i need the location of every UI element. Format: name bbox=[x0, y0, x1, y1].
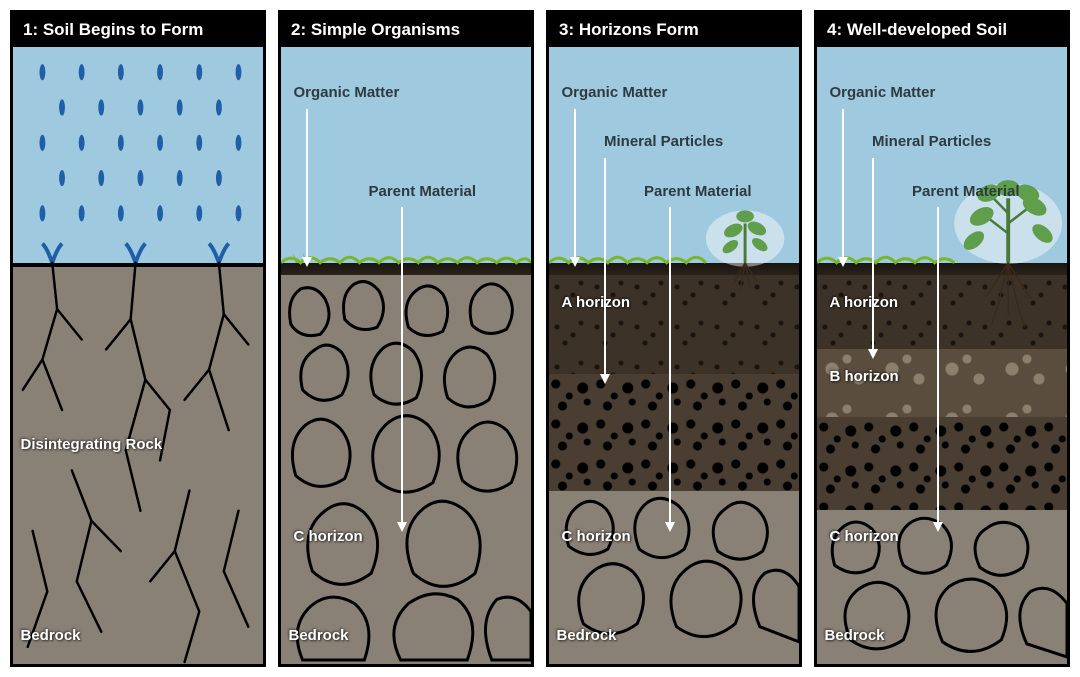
panel-3: 3: Horizons Form bbox=[546, 10, 802, 667]
arrow-4b bbox=[872, 158, 874, 355]
label-c-horizon-2: C horizon bbox=[294, 528, 363, 545]
label-bedrock-2: Bedrock bbox=[289, 627, 349, 644]
panel-4-a bbox=[817, 275, 1067, 349]
arrow-2a-head bbox=[302, 257, 312, 267]
panel-4-body: Organic Matter Mineral Particles Parent … bbox=[817, 47, 1067, 664]
panel-4-particles bbox=[817, 417, 1067, 510]
label-organic-matter-4: Organic Matter bbox=[830, 84, 936, 101]
arrow-4c bbox=[937, 207, 939, 528]
panel-1-surface bbox=[13, 263, 263, 267]
diagram-container: 1: Soil Begins to Form bbox=[10, 10, 1070, 667]
arrow-4b-head bbox=[868, 349, 878, 359]
arrow-3c-head bbox=[665, 522, 675, 532]
label-c-horizon-4: C horizon bbox=[830, 528, 899, 545]
panel-2-body: Organic Matter Parent Material C horizon… bbox=[281, 47, 531, 664]
panel-2-weathered bbox=[281, 275, 531, 664]
panel-1-body: Disintegrating Rock Bedrock bbox=[13, 47, 263, 664]
label-mineral-particles-3: Mineral Particles bbox=[604, 133, 723, 150]
panel-2-sky bbox=[281, 47, 531, 263]
panel-3-title: 3: Horizons Form bbox=[549, 13, 799, 47]
label-a-horizon-4: A horizon bbox=[830, 294, 899, 311]
panel-3-organic bbox=[549, 263, 799, 275]
panel-3-sky bbox=[549, 47, 799, 263]
arrow-3b bbox=[604, 158, 606, 380]
label-a-horizon-3: A horizon bbox=[562, 294, 631, 311]
arrow-3c bbox=[669, 207, 671, 528]
label-parent-material-4: Parent Material bbox=[912, 183, 1020, 200]
arrow-4a bbox=[842, 109, 844, 263]
arrow-3b-head bbox=[600, 374, 610, 384]
panel-1-title: 1: Soil Begins to Form bbox=[13, 13, 263, 47]
panel-2-organic bbox=[281, 263, 531, 275]
label-organic-matter-2: Organic Matter bbox=[294, 84, 400, 101]
label-bedrock-4: Bedrock bbox=[825, 627, 885, 644]
panel-4-sky bbox=[817, 47, 1067, 263]
arrow-4a-head bbox=[838, 257, 848, 267]
panel-3-body: Organic Matter Mineral Particles Parent … bbox=[549, 47, 799, 664]
panel-1: 1: Soil Begins to Form bbox=[10, 10, 266, 667]
arrow-3a-head bbox=[570, 257, 580, 267]
label-disintegrating-rock: Disintegrating Rock bbox=[21, 436, 163, 453]
label-bedrock-3: Bedrock bbox=[557, 627, 617, 644]
panel-2-title: 2: Simple Organisms bbox=[281, 13, 531, 47]
panel-4: 4: Well-developed Soil bbox=[814, 10, 1070, 667]
arrow-3a bbox=[574, 109, 576, 263]
arrow-4c-head bbox=[933, 522, 943, 532]
label-parent-material-2: Parent Material bbox=[369, 183, 477, 200]
label-bedrock-1: Bedrock bbox=[21, 627, 81, 644]
arrow-2b bbox=[401, 207, 403, 528]
label-b-horizon-4: B horizon bbox=[830, 368, 899, 385]
label-mineral-particles-4: Mineral Particles bbox=[872, 133, 991, 150]
panel-3-particles bbox=[549, 374, 799, 491]
label-organic-matter-3: Organic Matter bbox=[562, 84, 668, 101]
panel-1-rock bbox=[13, 263, 263, 664]
label-c-horizon-3: C horizon bbox=[562, 528, 631, 545]
panel-2: 2: Simple Organisms bbox=[278, 10, 534, 667]
panel-4-organic bbox=[817, 263, 1067, 275]
arrow-2a bbox=[306, 109, 308, 263]
panel-3-a bbox=[549, 275, 799, 374]
panel-1-sky bbox=[13, 47, 263, 263]
arrow-2b-head bbox=[397, 522, 407, 532]
label-parent-material-3: Parent Material bbox=[644, 183, 752, 200]
panel-4-title: 4: Well-developed Soil bbox=[817, 13, 1067, 47]
